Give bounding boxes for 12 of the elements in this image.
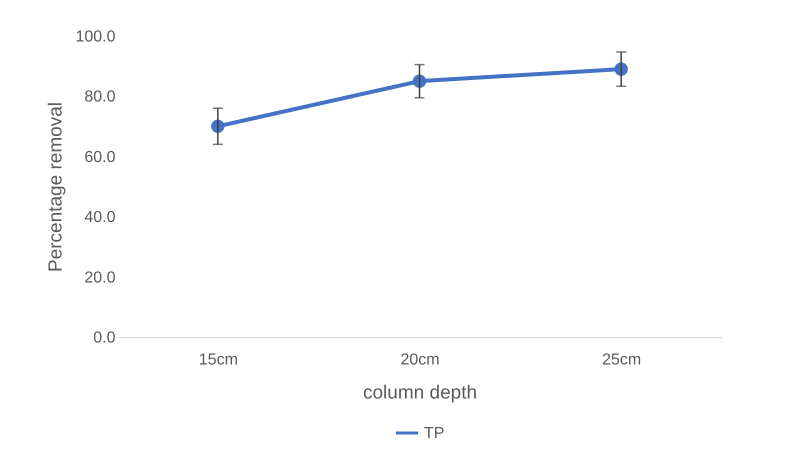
y-tick-label: 0.0 [93,330,116,346]
x-tick-label: 15cm [198,352,238,368]
x-tick-label: 25cm [602,352,642,368]
y-axis-title: Percentage removal [45,102,66,272]
legend-label: TP [424,425,444,442]
y-tick-label: 100.0 [75,28,116,46]
y-tick-label: 20.0 [84,269,116,286]
x-tick-label: 20cm [400,352,440,368]
y-tick-label: 80.0 [84,88,116,106]
y-tick-label: 40.0 [84,209,116,226]
y-tick-label: 60.0 [84,148,116,166]
x-axis-title: column depth [362,382,478,404]
